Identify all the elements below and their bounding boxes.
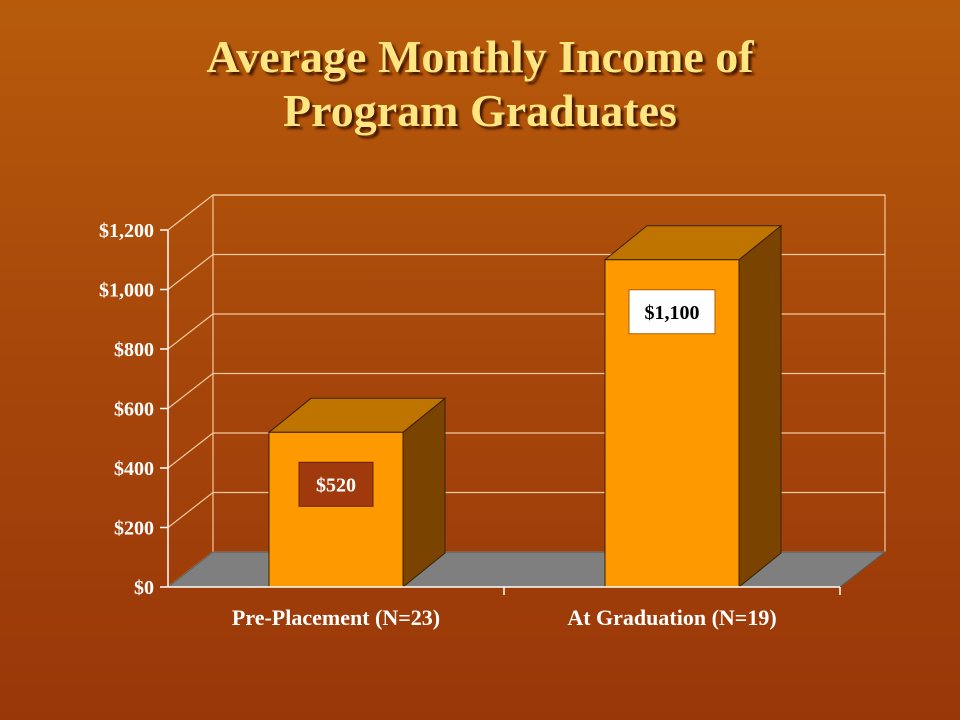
bar — [603, 224, 783, 589]
x-tick-label: Pre-Placement (N=23) — [232, 605, 440, 630]
chart-title: Average Monthly Income of Program Gradua… — [0, 30, 960, 138]
y-tick-label: $1,000 — [99, 280, 154, 302]
gridline — [167, 194, 885, 231]
y-tick-label: $600 — [114, 399, 154, 421]
x-tick-label: At Graduation (N=19) — [567, 605, 776, 630]
data-labels: $520 $1,100 — [298, 289, 716, 507]
y-tick-label: $1,200 — [99, 220, 154, 242]
data-label-box — [298, 461, 374, 507]
data-label: $520 — [298, 461, 374, 507]
y-tick-label: $800 — [114, 339, 154, 361]
data-label-text: $520 — [316, 474, 356, 496]
y-tick-label: $200 — [114, 518, 154, 540]
bar — [267, 397, 447, 589]
chart-title-line-2: Program Graduates — [283, 85, 677, 136]
data-label: $1,100 — [628, 289, 716, 335]
bar-side — [738, 224, 782, 589]
y-axis: $0 $200 $400 $600 $800 $1,000 $1,200 — [99, 220, 169, 599]
x-axis: Pre-Placement (N=23) At Graduation (N=19) — [168, 586, 841, 630]
chart-title-line-1: Average Monthly Income of — [206, 31, 754, 82]
data-label-box — [628, 289, 716, 335]
bar-front — [268, 431, 404, 588]
y-tick-label: $400 — [114, 458, 154, 480]
data-label-text: $1,100 — [645, 302, 700, 324]
y-tick-label: $0 — [134, 577, 154, 599]
bars — [267, 224, 783, 589]
